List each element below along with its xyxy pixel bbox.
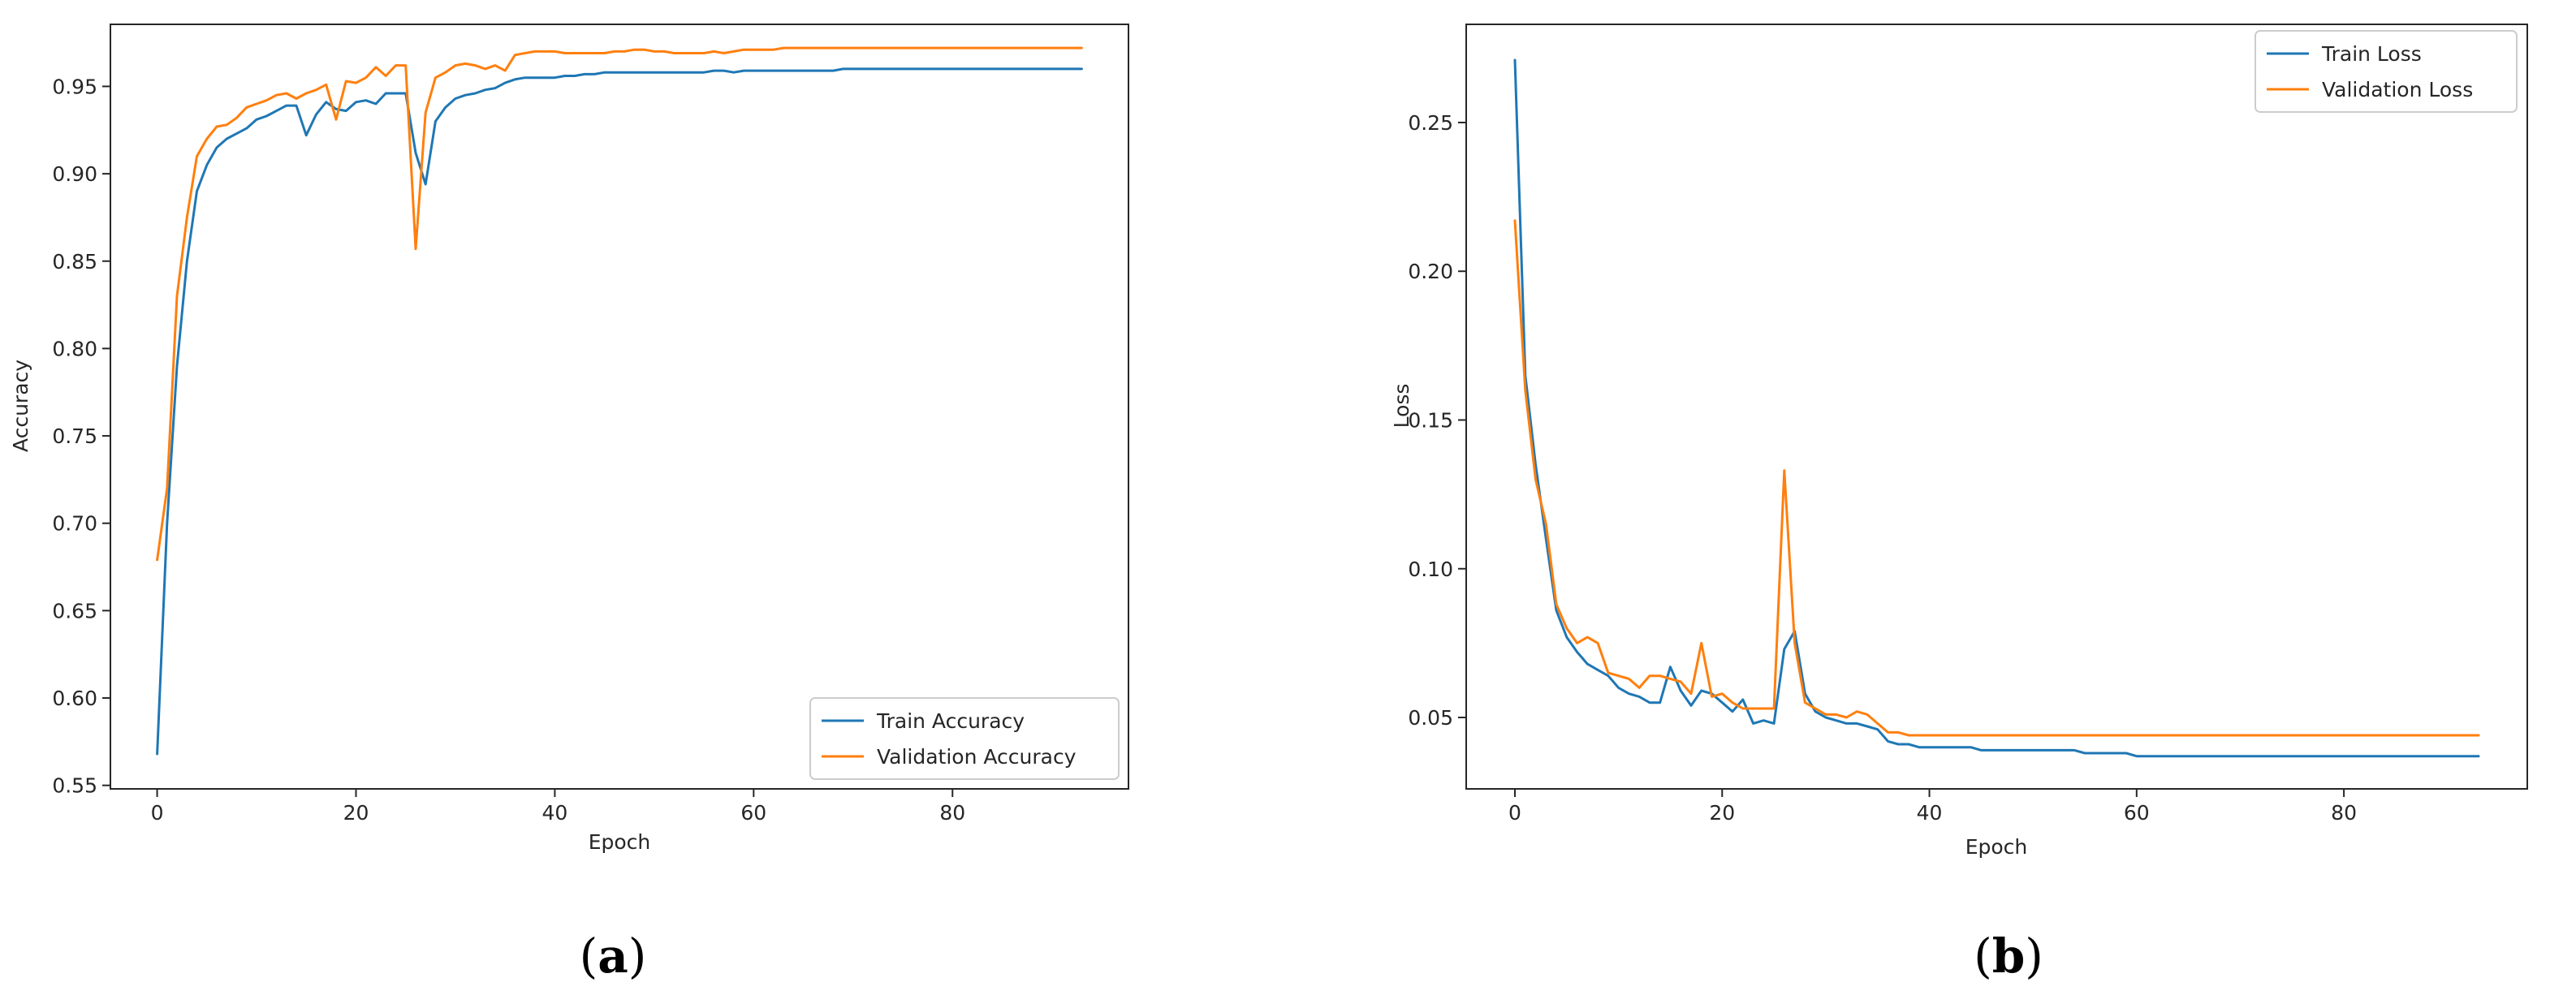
accuracy-y-tick-label: 0.65 (52, 599, 97, 622)
accuracy-y-tick-label: 0.90 (52, 162, 97, 186)
accuracy-series (156, 46, 1083, 756)
loss-y-tick-label: 0.10 (1408, 558, 1453, 581)
loss-y-tick-label: 0.15 (1408, 408, 1453, 432)
accuracy-y-tick-label: 0.85 (52, 250, 97, 274)
accuracy-x-tick-label: 0 (151, 801, 164, 825)
accuracy-x-tick-label: 40 (542, 801, 567, 825)
accuracy-x-tick-label: 20 (343, 801, 369, 825)
accuracy-y-tick-label: 0.95 (52, 75, 97, 98)
panel-label-a-open: ( (580, 928, 598, 984)
loss-series (1513, 58, 2480, 758)
loss-train-line (1513, 58, 2480, 758)
panel-label-b-close: ) (2025, 928, 2043, 984)
loss-x-axis-label: Epoch (1965, 835, 2028, 859)
accuracy-legend-train-label: Train Accuracy (876, 709, 1025, 733)
accuracy-y-tick-label: 0.80 (52, 337, 97, 360)
loss-legend-train-label: Train Loss (2321, 42, 2422, 66)
loss-x-tick-label: 20 (1709, 801, 1735, 825)
accuracy-y-tick-label: 0.75 (52, 424, 97, 448)
accuracy-y-axis-label: Accuracy (9, 360, 32, 452)
loss-x-tick-label: 80 (2331, 801, 2357, 825)
loss-x-tick-label: 60 (2124, 801, 2150, 825)
accuracy-y-tick-label: 0.70 (52, 512, 97, 536)
accuracy-x-axis-label: Epoch (589, 830, 651, 854)
loss-plot-area (1465, 24, 2528, 790)
loss-legend: Train Loss Validation Loss (2255, 30, 2518, 113)
accuracy-x-ticks: 0 20 40 60 80 (151, 789, 965, 825)
accuracy-train-line (156, 67, 1083, 756)
loss-x-tick-label: 40 (1917, 801, 1943, 825)
accuracy-y-ticks: 0.55 0.60 0.65 0.70 0.75 0.80 0.85 0.90 0.95 (52, 75, 110, 798)
accuracy-legend: Train Accuracy Validation Accuracy (809, 697, 1120, 780)
accuracy-y-tick-label: 0.60 (52, 687, 97, 710)
panel-label-b: (b) (1974, 928, 2043, 984)
accuracy-chart: 0 20 40 60 80 0.550.600.650.700.750.800.850.… (9, 24, 1129, 854)
loss-x-ticks: 0 20 40 60 80 (1508, 789, 2357, 825)
loss-chart: 0 20 40 60 80 0.05 0.10 0.15 0.20 0.25 Epoch Los… (1390, 24, 2528, 859)
accuracy-x-tick-label: 60 (740, 801, 766, 825)
loss-validation-line (1513, 219, 2480, 737)
accuracy-validation-line (156, 46, 1083, 562)
loss-x-tick-label: 0 (1508, 801, 1521, 825)
accuracy-legend-box (809, 697, 1120, 780)
loss-y-ticks: 0.05 0.10 0.15 0.20 0.25 (1408, 111, 1466, 730)
panel-label-a-letter: a (598, 928, 628, 984)
loss-y-tick-label: 0.05 (1408, 706, 1453, 730)
panel-label-a-close: ) (628, 928, 647, 984)
panel-label-b-letter: b (1992, 928, 2026, 984)
loss-y-axis-label: Loss (1390, 384, 1413, 429)
accuracy-x-tick-label: 80 (939, 801, 965, 825)
loss-legend-validation-label: Validation Loss (2322, 78, 2473, 101)
accuracy-legend-validation-label: Validation Accuracy (877, 745, 1077, 769)
panel-label-a: (a) (580, 928, 647, 984)
panel-label-b-open: ( (1974, 928, 1992, 984)
accuracy-plot-area (110, 24, 1129, 790)
accuracy-y-tick-label: 0.55 (52, 774, 97, 798)
loss-y-tick-label: 0.25 (1408, 111, 1453, 135)
loss-legend-box (2255, 30, 2518, 113)
loss-y-tick-label: 0.20 (1408, 260, 1453, 283)
